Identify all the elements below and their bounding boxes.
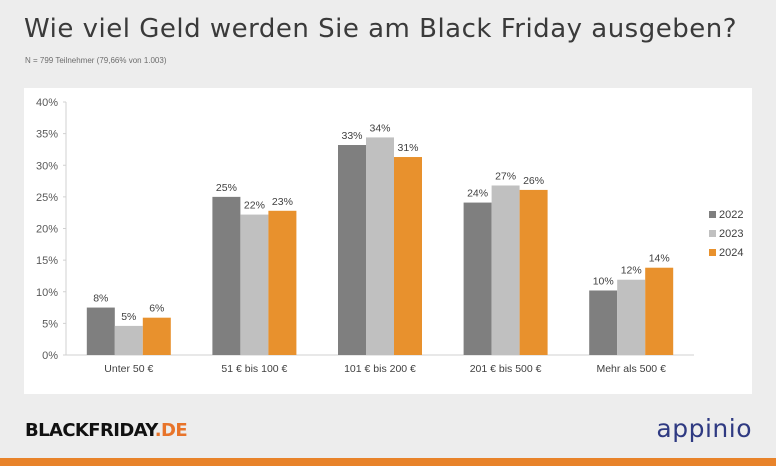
chart-title: Wie viel Geld werden Sie am Black Friday… <box>24 14 738 44</box>
y-tick-label: 40% <box>36 97 58 109</box>
legend-label: 2024 <box>719 247 743 259</box>
y-tick-label: 15% <box>36 255 58 267</box>
logo-main-text: BLACKFRIDAY <box>25 420 155 441</box>
data-label: 31% <box>397 142 418 154</box>
legend-swatch-2024 <box>709 249 716 256</box>
legend-label: 2023 <box>719 228 743 240</box>
chart-panel: 0% 5% 10% 15% 20% 25% 30% 35% 40% 8% 5% 6% Unter 50 … <box>24 88 752 394</box>
legend-swatch-2023 <box>709 230 716 237</box>
bar-2023 <box>366 137 394 355</box>
data-label: 10% <box>593 275 614 287</box>
x-tick-label: 51 € bis 100 € <box>221 363 287 375</box>
y-tick-label: 5% <box>42 318 58 330</box>
y-tick-label: 35% <box>36 129 58 141</box>
chart-subtitle: N = 799 Teilnehmer (79,66% von 1.003) <box>25 56 167 65</box>
data-label: 14% <box>649 253 670 265</box>
y-tick-label: 20% <box>36 224 58 236</box>
data-label: 27% <box>495 170 516 182</box>
bar-2022 <box>86 307 115 355</box>
data-label: 12% <box>621 265 642 277</box>
x-tick-label: 201 € bis 500 € <box>470 363 542 375</box>
bar-chart: 0% 5% 10% 15% 20% 25% 30% 35% 40% 8% 5% 6% Unter 50 … <box>36 97 744 375</box>
bar-2022 <box>212 196 241 355</box>
data-label: 24% <box>467 188 488 200</box>
data-label: 8% <box>93 293 108 305</box>
data-label: 6% <box>149 303 164 315</box>
blackfriday-logo: BLACKFRIDAY.DE <box>25 420 188 441</box>
data-label: 23% <box>272 196 293 208</box>
bar-2024 <box>142 317 171 355</box>
x-tick-label: Unter 50 € <box>104 363 153 375</box>
bar-2022 <box>589 290 618 355</box>
bar-2023 <box>240 214 269 355</box>
y-tick-label: 0% <box>42 350 58 362</box>
data-label: 25% <box>216 182 237 194</box>
bar-2024 <box>519 189 548 355</box>
bar-2022 <box>338 145 366 355</box>
appinio-logo: appinio <box>656 414 752 443</box>
legend-swatch-2022 <box>709 211 716 218</box>
footer-accent-bar <box>0 458 776 466</box>
bar-2023 <box>114 325 143 355</box>
x-tick-label: 101 € bis 200 € <box>344 363 416 375</box>
data-label: 22% <box>244 200 265 212</box>
data-label: 5% <box>121 311 136 323</box>
logo-suffix-text: .DE <box>154 420 188 441</box>
bar-2024 <box>645 267 674 355</box>
data-label: 33% <box>341 130 362 142</box>
data-label: 26% <box>523 175 544 187</box>
legend-label: 2022 <box>719 209 743 221</box>
y-tick-label: 30% <box>36 160 58 172</box>
data-label: 34% <box>369 122 390 134</box>
bar-2023 <box>491 185 520 355</box>
bar-2022 <box>463 202 492 355</box>
y-tick-label: 25% <box>36 192 58 204</box>
x-tick-label: Mehr als 500 € <box>596 363 666 375</box>
y-tick-label: 10% <box>36 287 58 299</box>
bar-2023 <box>617 279 646 355</box>
bar-2024 <box>394 157 422 355</box>
bar-2024 <box>268 210 297 355</box>
